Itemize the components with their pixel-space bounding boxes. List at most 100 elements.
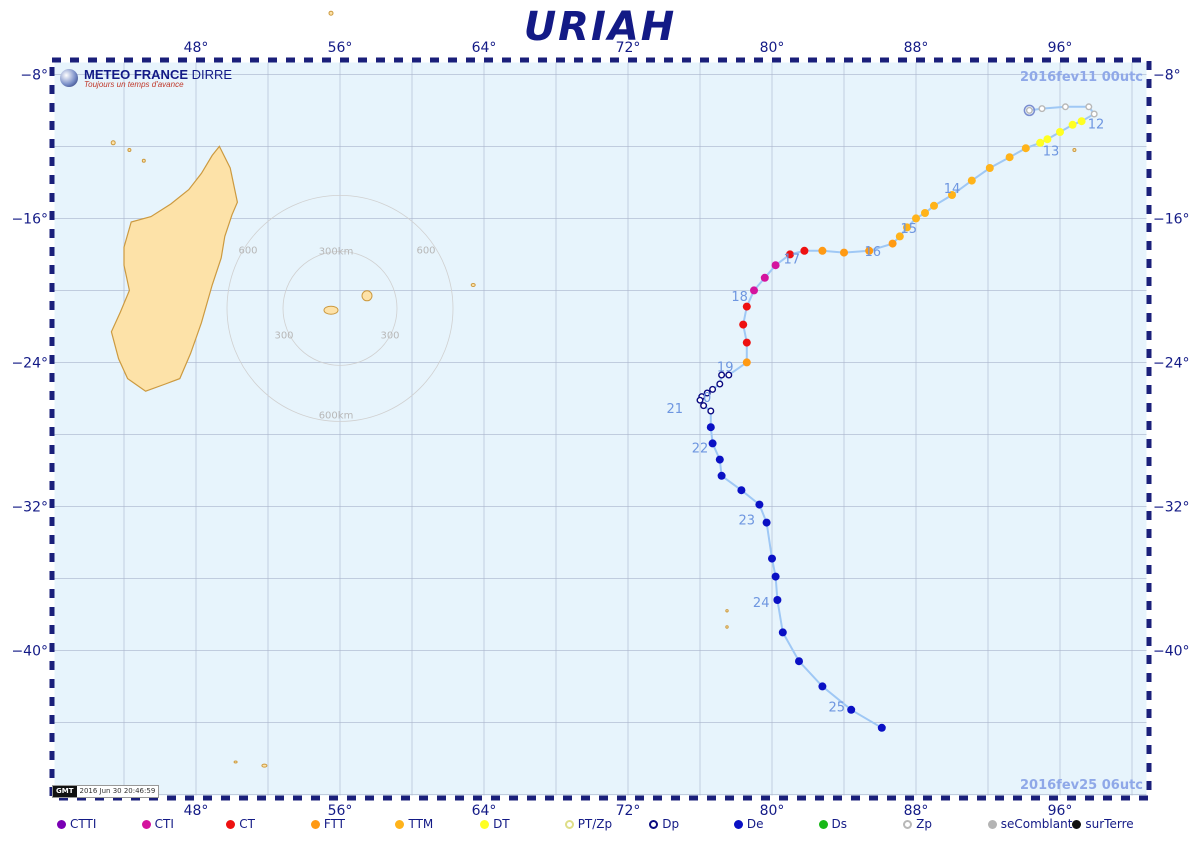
legend-label: surTerre xyxy=(1085,817,1134,831)
legend-label: Ds xyxy=(831,817,848,831)
range-ring-600km xyxy=(226,194,454,422)
small-island xyxy=(1072,148,1077,152)
legend-item: TTM xyxy=(395,817,433,831)
sea-background xyxy=(52,60,1149,798)
track-point-de xyxy=(717,471,726,480)
track-point-dp xyxy=(703,389,711,397)
lon-tick-label-top: 56° xyxy=(328,40,353,56)
logo-brand-name: METEO FRANCE xyxy=(84,67,188,82)
small-island xyxy=(233,760,238,764)
logo-brand: METEO FRANCE DIRRE xyxy=(84,67,232,82)
lat-tick-label-left: −32° xyxy=(11,499,48,515)
track-point-dp xyxy=(700,402,708,410)
legend-item: surTerre xyxy=(1072,817,1134,831)
track-point-dp xyxy=(696,396,704,404)
track-point-ftt xyxy=(742,358,751,367)
small-island xyxy=(323,305,339,315)
lon-tick-label-top: 64° xyxy=(472,40,497,56)
track-point-zp xyxy=(1090,110,1098,118)
track-point-de xyxy=(737,486,746,495)
legend-item: CTTI xyxy=(57,817,96,831)
track-point-ttm xyxy=(930,201,938,210)
day-label: 0 xyxy=(703,391,711,406)
track-point-cti xyxy=(760,273,769,282)
lat-tick-label-right: −32° xyxy=(1153,499,1190,515)
lon-tick-label-top: 48° xyxy=(184,40,209,56)
madagascar-island xyxy=(110,145,239,392)
generation-timestamp: GMT 2016 Jun 30 20:46:59 xyxy=(52,785,160,798)
legend-item: Ds xyxy=(818,817,848,831)
range-ring-label: 300km xyxy=(319,246,354,257)
track-point-de xyxy=(778,628,787,637)
track-point-cti xyxy=(771,261,780,270)
day-label: 21 xyxy=(667,402,684,417)
logo-slogan: Toujours un temps d'avance xyxy=(84,80,184,89)
legend-label: FTT xyxy=(323,817,345,831)
track-point-de xyxy=(877,723,886,732)
track-point-de xyxy=(795,657,803,666)
lon-tick-label-bottom: 88° xyxy=(904,803,929,819)
legend-label: PT/Zp xyxy=(577,817,613,831)
lat-tick-label-left: −8° xyxy=(20,67,48,83)
legend-label: CTTI xyxy=(70,817,97,831)
lat-tick-label-left: −40° xyxy=(11,643,48,659)
track-point-dp xyxy=(718,371,726,379)
day-label: 24 xyxy=(753,596,770,611)
range-ring-label: 600km xyxy=(319,410,354,421)
range-ring-label: 600 xyxy=(416,245,435,256)
lon-tick-label-top: 96° xyxy=(1048,40,1073,56)
legend-label: DT xyxy=(493,817,510,831)
lon-tick-label-bottom: 80° xyxy=(760,803,785,819)
legend-dot-icon xyxy=(395,820,405,829)
small-island xyxy=(361,290,373,302)
track-point-dp xyxy=(709,385,717,393)
track-point-de xyxy=(771,572,780,581)
lat-tick-label-right: −40° xyxy=(1153,643,1190,659)
legend-dot-icon xyxy=(226,820,236,829)
legend-item: Dp xyxy=(649,817,679,831)
lon-tick-label-top: 88° xyxy=(904,40,929,56)
legend-label: CT xyxy=(239,817,255,831)
track-point-de xyxy=(847,705,856,714)
stamp-text: 2016 Jun 30 20:46:59 xyxy=(79,787,156,795)
legend-dot-icon xyxy=(310,820,320,829)
track-point-de xyxy=(768,554,776,563)
track-point-ct xyxy=(800,246,809,255)
legend-item: FTT xyxy=(310,817,345,831)
legend-dot-icon xyxy=(141,820,151,829)
lon-tick-label-bottom: 64° xyxy=(472,803,497,819)
map-title: URIAH xyxy=(523,4,677,50)
day-label: 22 xyxy=(692,441,709,456)
legend-item: De xyxy=(733,817,764,831)
legend-dot-icon xyxy=(57,820,66,829)
range-ring-label: 600 xyxy=(238,245,257,256)
track-point-dt xyxy=(1077,117,1086,126)
map-frame-dashes xyxy=(49,57,1152,801)
legend-dot-icon xyxy=(733,820,743,829)
legend-dot-icon xyxy=(564,820,574,829)
track-point-ct xyxy=(742,302,751,311)
day-label: 19 xyxy=(717,360,734,375)
legend-dot-icon xyxy=(480,820,490,829)
track-point-ct xyxy=(739,320,748,329)
track-point-zp xyxy=(1085,103,1093,111)
track-point-ttm xyxy=(912,214,920,223)
small-island xyxy=(470,283,476,287)
track-point-ttm xyxy=(1021,144,1030,153)
track-point-de xyxy=(708,439,717,448)
lat-tick-label-right: −8° xyxy=(1153,67,1181,83)
range-ring-label: 300 xyxy=(274,330,293,341)
small-island xyxy=(725,625,729,629)
day-label: 17 xyxy=(784,252,801,267)
track-point-zp xyxy=(1025,106,1033,114)
genesis-marker xyxy=(1023,104,1036,117)
track-point-ftt xyxy=(865,246,874,255)
legend-item: Zp xyxy=(903,817,932,831)
track-point-dt xyxy=(1043,135,1052,144)
lon-tick-label-bottom: 48° xyxy=(184,803,209,819)
track-point-ftt xyxy=(818,246,827,255)
small-island xyxy=(127,148,132,152)
lon-tick-label-top: 80° xyxy=(760,40,785,56)
track-point-dp xyxy=(725,371,733,379)
day-label: 16 xyxy=(865,245,882,260)
